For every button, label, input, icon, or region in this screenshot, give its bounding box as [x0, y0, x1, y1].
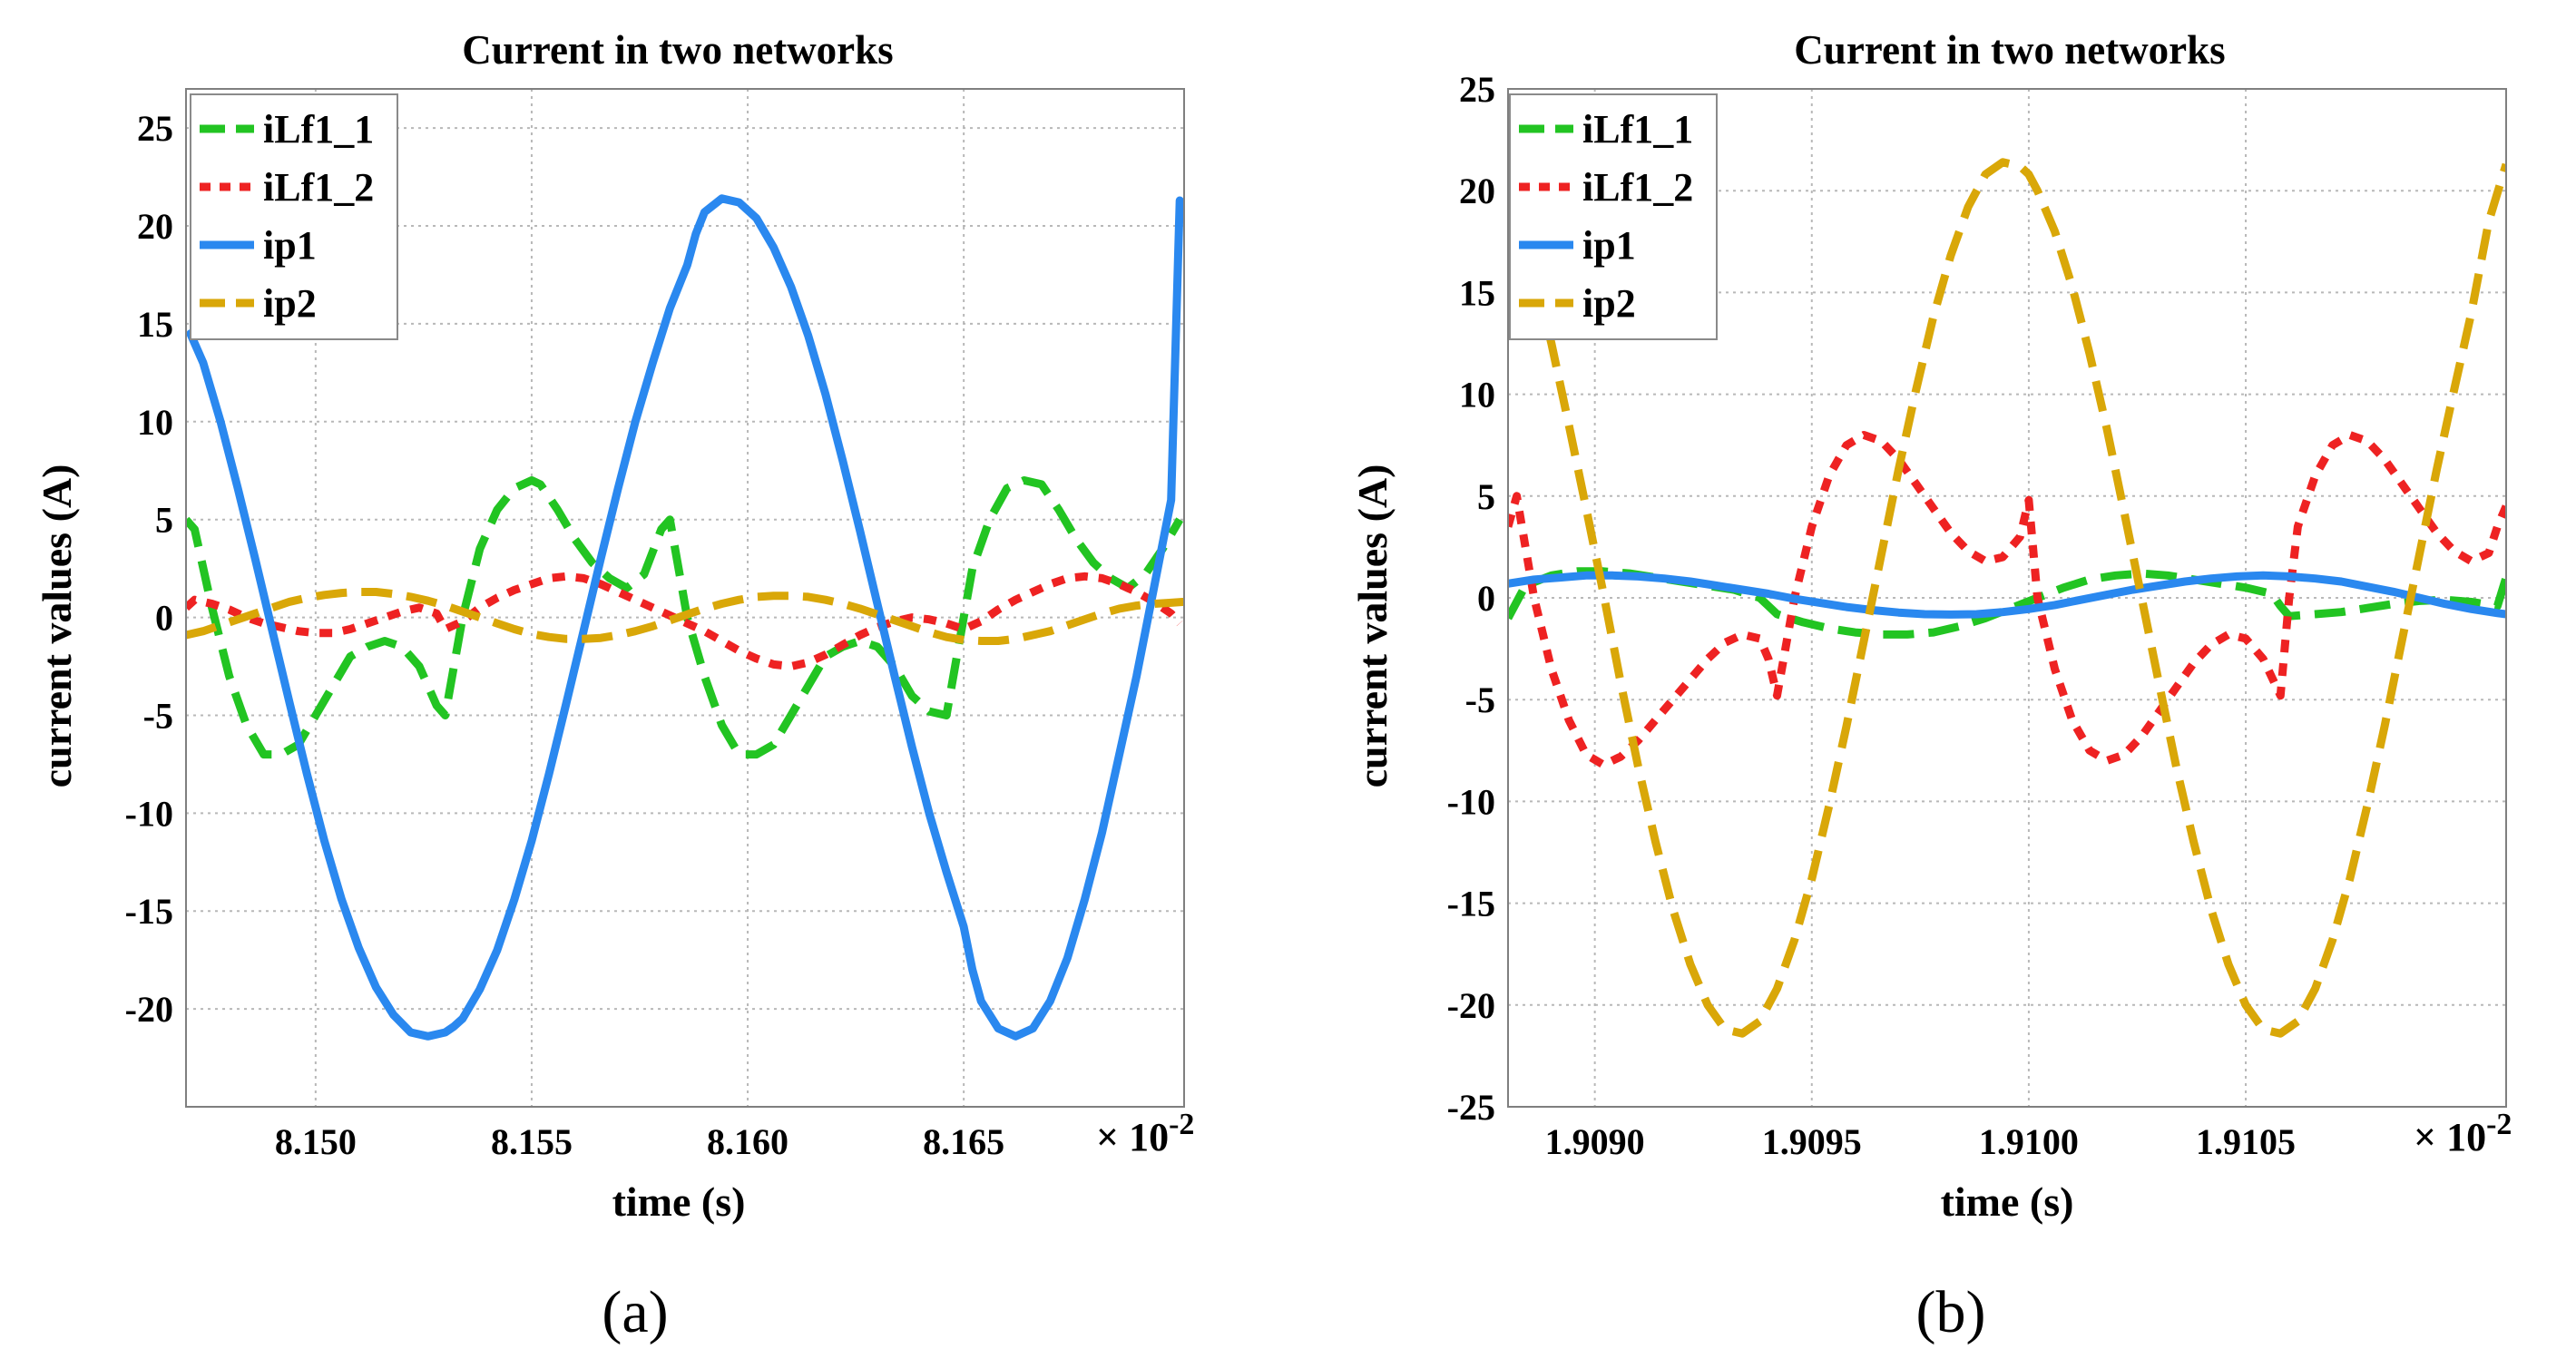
y-tick-label: 10: [1459, 375, 1495, 416]
x-tick-label: 1.9105: [2196, 1121, 2296, 1162]
legend-box: [1509, 93, 1718, 340]
x-multiplier-exp-b: -2: [2486, 1108, 2512, 1141]
legend-label: iLf1_2: [263, 165, 374, 210]
legend-label: ip1: [263, 223, 317, 268]
chart-panel-a: Current in two networks time (s) current…: [34, 27, 1194, 1345]
y-tick-label: 25: [137, 108, 173, 149]
x-tick-label: 1.9090: [1545, 1121, 1645, 1162]
y-tick-label: 25: [1459, 69, 1495, 110]
plot-frame-b: [1507, 88, 2507, 1108]
x-tick-label: 1.9095: [1762, 1121, 1862, 1162]
plot-frame-a: [185, 88, 1185, 1108]
y-tick-label: -5: [1465, 680, 1495, 720]
series-line-ip1: [1508, 571, 2506, 619]
chart-title-b: Current in two networks: [1794, 27, 2225, 73]
series-line-ip1: [186, 194, 1184, 1041]
chart-title-a: Current in two networks: [462, 27, 893, 73]
y-tick-label: -10: [1447, 781, 1495, 822]
y-axis-label-b: current values (A): [1349, 464, 1396, 788]
y-tick-label: 5: [1477, 476, 1495, 517]
x-multiplier-base-b: × 10: [2414, 1115, 2486, 1159]
y-tick-label: 15: [137, 304, 173, 345]
legend-label: ip2: [1582, 281, 1636, 326]
y-tick-label: 10: [137, 402, 173, 443]
series-line-ip2: [186, 588, 1184, 645]
x-tick-label: 8.165: [923, 1121, 1004, 1162]
series-line-ilf1-2: [186, 572, 1183, 670]
x-tick-label: 8.155: [491, 1121, 573, 1162]
series-b: [1508, 158, 2506, 1038]
y-tick-label: -20: [125, 989, 173, 1030]
y-tick-label: -10: [125, 793, 173, 834]
y-tick-label: 20: [137, 206, 173, 247]
x-multiplier-exp-a: -2: [1169, 1108, 1194, 1141]
panel-label-b: (b): [1916, 1279, 1986, 1345]
y-tick-label: 0: [1477, 578, 1495, 619]
legend-box: [190, 93, 398, 340]
y-tick-label: -15: [1447, 884, 1495, 924]
legend-label: iLf1_1: [1582, 107, 1693, 152]
panel-label-a: (a): [602, 1279, 668, 1345]
ticks-b: 1.9090 1.9095 1.9100 1.9105 -25 -20 -15 -10 -5 0 5…: [1447, 69, 2296, 1162]
x-tick-label: 8.150: [275, 1121, 357, 1162]
series-line-ilf1-2: [1508, 431, 2506, 769]
legend-label: iLf1_2: [1582, 165, 1693, 210]
chart-panel-b: Current in two networks time (s) current…: [1349, 27, 2512, 1345]
y-tick-label: -25: [1447, 1087, 1495, 1128]
legend-label: iLf1_1: [263, 107, 374, 152]
legend-b: iLf1_1 iLf1_2 ip1 ip2: [1509, 93, 1718, 340]
ticks-a: 8.150 8.155 8.160 8.165 -20 -15 -10 -5 0 5 10 15 20 2…: [125, 108, 1004, 1162]
x-multiplier-b: × 10-2: [2414, 1108, 2512, 1159]
x-tick-label: 8.160: [707, 1121, 788, 1162]
y-tick-label: 20: [1459, 171, 1495, 211]
y-tick-label: -5: [143, 695, 173, 736]
y-tick-label: -15: [125, 891, 173, 932]
x-tick-label: 1.9100: [1979, 1121, 2079, 1162]
y-tick-label: -20: [1447, 985, 1495, 1026]
series-line-ip2: [1508, 158, 2506, 1038]
x-axis-label-a: time (s): [612, 1178, 746, 1225]
x-axis-label-b: time (s): [1941, 1178, 2074, 1225]
y-tick-label: 0: [155, 598, 173, 639]
y-tick-label: 15: [1459, 272, 1495, 313]
series-line-ilf1-1: [186, 476, 1184, 759]
legend-label: ip2: [263, 281, 317, 326]
series-a: [186, 194, 1184, 1041]
x-multiplier-a: × 10-2: [1096, 1108, 1194, 1159]
y-axis-label-a: current values (A): [34, 464, 80, 788]
x-multiplier-base-a: × 10: [1096, 1115, 1169, 1159]
legend-label: ip1: [1582, 223, 1636, 268]
y-tick-label: 5: [155, 500, 173, 541]
legend-a: iLf1_1 iLf1_2 ip1 ip2: [190, 93, 398, 340]
